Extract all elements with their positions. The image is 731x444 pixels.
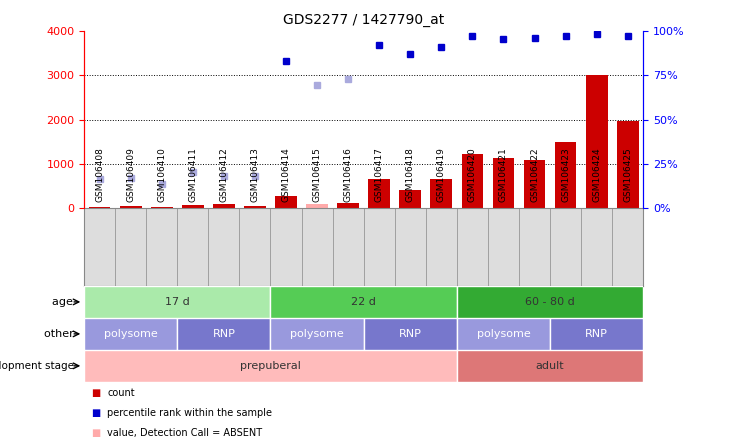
Text: value, Detection Call = ABSENT: value, Detection Call = ABSENT <box>107 428 262 438</box>
Text: adult: adult <box>536 361 564 371</box>
Bar <box>270 318 363 350</box>
Bar <box>337 203 359 208</box>
Bar <box>177 318 270 350</box>
Text: 17 d: 17 d <box>165 297 189 307</box>
Text: age: age <box>53 297 77 307</box>
Bar <box>431 179 452 208</box>
Bar <box>151 207 173 208</box>
Bar <box>617 120 639 208</box>
Text: RNP: RNP <box>399 329 422 339</box>
Text: RNP: RNP <box>213 329 235 339</box>
Text: ■: ■ <box>91 408 101 418</box>
Text: development stage: development stage <box>0 361 77 371</box>
Text: other: other <box>44 329 77 339</box>
Text: 22 d: 22 d <box>351 297 376 307</box>
Text: ■: ■ <box>91 428 101 438</box>
Text: polysome: polysome <box>104 329 158 339</box>
Bar <box>461 154 483 208</box>
Bar <box>84 318 177 350</box>
Text: polysome: polysome <box>290 329 344 339</box>
Text: prepuberal: prepuberal <box>240 361 301 371</box>
Title: GDS2277 / 1427790_at: GDS2277 / 1427790_at <box>283 13 444 27</box>
Bar <box>550 318 643 350</box>
Bar <box>84 350 457 382</box>
Bar <box>182 205 204 208</box>
Text: RNP: RNP <box>586 329 608 339</box>
Text: ■: ■ <box>91 388 101 398</box>
Bar <box>213 204 235 208</box>
Bar <box>363 318 457 350</box>
Bar <box>555 142 577 208</box>
Text: polysome: polysome <box>477 329 531 339</box>
Bar <box>275 196 297 208</box>
Text: 60 - 80 d: 60 - 80 d <box>525 297 575 307</box>
Text: count: count <box>107 388 135 398</box>
Bar <box>306 204 328 208</box>
Bar <box>493 158 515 208</box>
Bar <box>270 286 457 318</box>
Bar <box>120 206 142 208</box>
Bar <box>306 204 328 208</box>
Bar <box>457 286 643 318</box>
Bar <box>523 160 545 208</box>
Bar <box>457 318 550 350</box>
Bar <box>368 178 390 208</box>
Bar <box>244 206 266 208</box>
Bar <box>84 286 270 318</box>
Bar <box>586 75 607 208</box>
Bar <box>457 350 643 382</box>
Bar <box>399 190 421 208</box>
Text: percentile rank within the sample: percentile rank within the sample <box>107 408 273 418</box>
Bar <box>88 207 110 208</box>
